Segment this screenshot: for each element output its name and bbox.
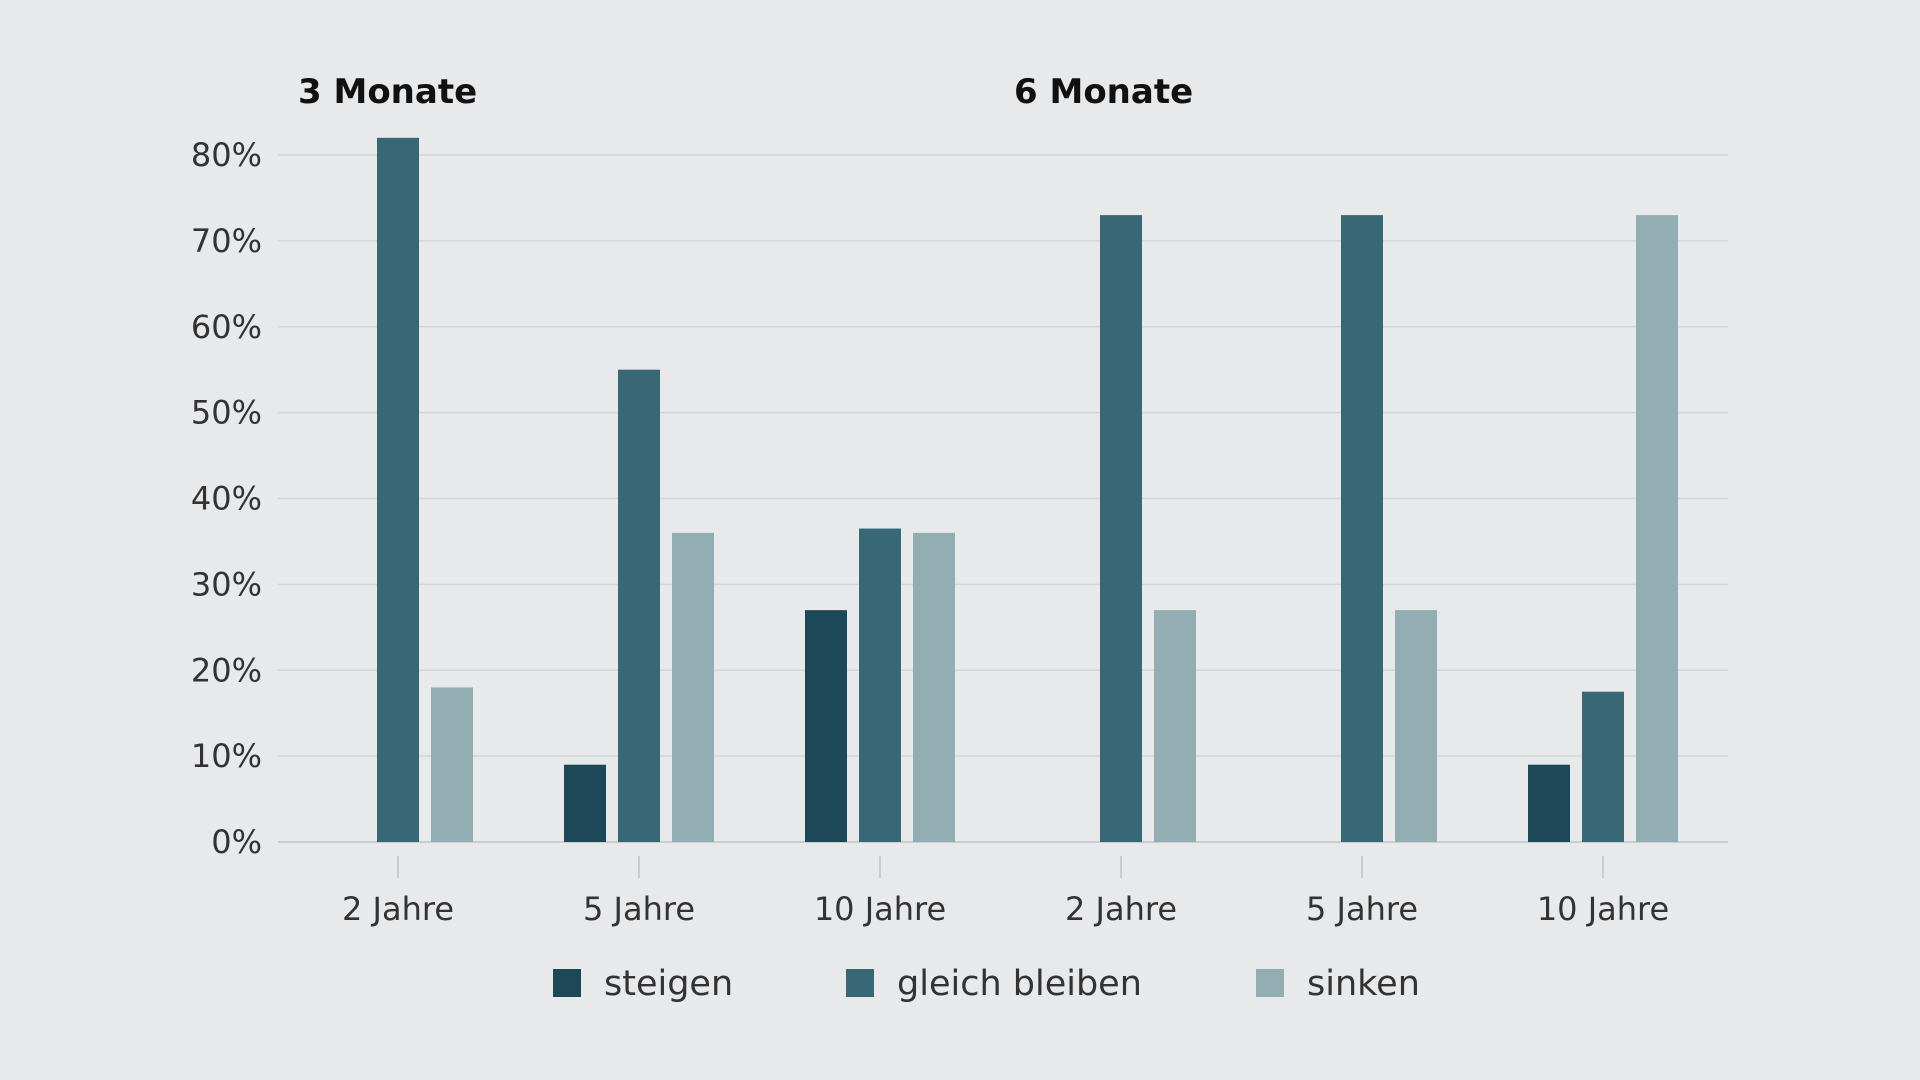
bar-steigen-6: [1528, 764, 1570, 842]
bar-steigen-3: [805, 610, 847, 842]
titles-layer: 3 Monate 6 Monate: [298, 72, 1193, 112]
x-tick-label: 2 Jahre: [1065, 890, 1177, 928]
legend-swatch-steigen: [553, 969, 581, 997]
y-tick-label: 0%: [211, 823, 262, 861]
x-tick-label: 5 Jahre: [1306, 890, 1418, 928]
bars-layer: [377, 137, 1678, 843]
y-tick-label: 60%: [191, 308, 262, 346]
x-tick-label: 5 Jahre: [583, 890, 695, 928]
bar-gleich-bleiben-6: [1582, 691, 1624, 842]
bar-gleich-bleiben-1: [377, 137, 419, 842]
legend: steigen gleich bleiben sinken: [553, 964, 1420, 1004]
legend-label-steigen: steigen: [604, 964, 733, 1004]
grid-layer: [278, 154, 1728, 843]
axis-layer: 0% 10% 20% 30% 40% 50% 60% 70% 80% 2 Jahre 5 Jahre…: [191, 136, 1669, 928]
bar-gleich-bleiben-4: [1100, 215, 1142, 843]
x-tick-label: 10 Jahre: [1537, 890, 1669, 928]
y-tick-label: 40%: [191, 480, 262, 518]
legend-label-gleich-bleiben: gleich bleiben: [897, 964, 1142, 1004]
bar-sinken-1: [431, 687, 473, 842]
x-tick-label: 2 Jahre: [342, 890, 454, 928]
y-tick-label: 10%: [191, 737, 262, 775]
panel-title: 6 Monate: [1014, 72, 1193, 112]
bar-gleich-bleiben-2: [618, 369, 660, 842]
panel-title: 3 Monate: [298, 72, 477, 112]
x-tick-label: 10 Jahre: [814, 890, 946, 928]
y-tick-label: 80%: [191, 136, 262, 174]
legend-label-sinken: sinken: [1307, 964, 1420, 1004]
legend-swatch-gleich-bleiben: [846, 969, 874, 997]
bar-sinken-2: [672, 532, 714, 842]
bar-sinken-6: [1636, 215, 1678, 843]
y-tick-label: 20%: [191, 651, 262, 689]
y-tick-label: 50%: [191, 394, 262, 432]
bar-sinken-4: [1154, 610, 1196, 842]
bar-sinken-3: [913, 532, 955, 842]
legend-swatch-sinken: [1256, 969, 1284, 997]
y-tick-label: 30%: [191, 565, 262, 603]
bar-steigen-2: [564, 764, 606, 842]
y-tick-label: 70%: [191, 222, 262, 260]
bar-sinken-5: [1395, 610, 1437, 842]
bar-gleich-bleiben-3: [859, 528, 901, 842]
bar-gleich-bleiben-5: [1341, 215, 1383, 843]
